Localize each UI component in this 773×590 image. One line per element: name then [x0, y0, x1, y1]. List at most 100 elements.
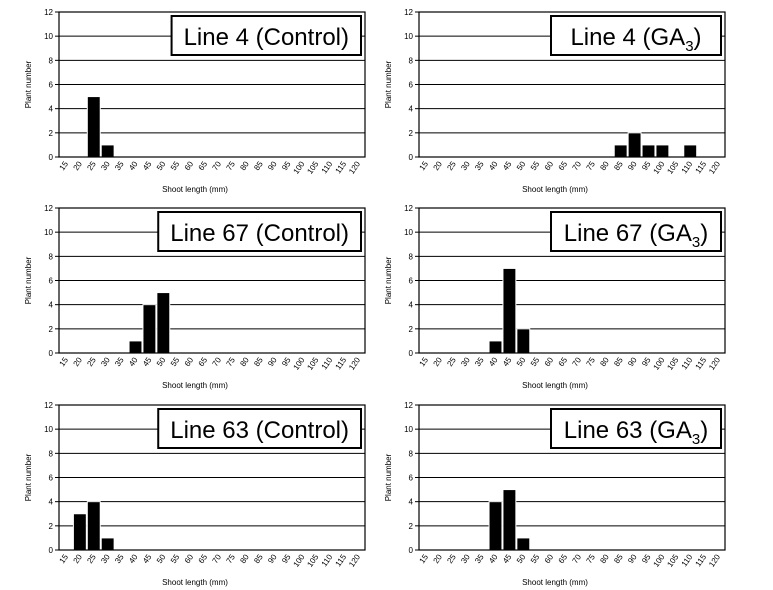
plot-frame: [418, 404, 726, 551]
x-tick-label: 25: [85, 355, 98, 368]
x-axis-label: Shoot length (mm): [522, 381, 588, 390]
x-tick-label: 55: [169, 159, 182, 172]
title-tail: ): [700, 220, 708, 247]
bar: [86, 96, 101, 158]
title-box-frame: [157, 408, 362, 449]
title-box: Line 63 (GA3): [550, 408, 722, 449]
x-tick-label: 15: [58, 159, 71, 172]
x-tick-label: 110: [680, 552, 695, 568]
x-tick-label: 65: [557, 552, 570, 565]
x-tick-label: 55: [169, 552, 182, 565]
x-tick-label: 20: [71, 159, 84, 172]
y-tick-label: 6: [409, 474, 414, 483]
x-tick-label: 105: [305, 159, 320, 176]
x-tick-label: 55: [169, 355, 182, 368]
y-tick-label: 0: [49, 153, 54, 162]
title-main: Line 63 (GA: [564, 417, 692, 444]
plot-frame: [58, 404, 366, 551]
x-tick-label: 25: [85, 159, 98, 172]
x-tick-label: 85: [612, 159, 625, 172]
y-axis-label: Plant number: [24, 453, 33, 501]
y-tick-label: 4: [409, 498, 414, 507]
chart-title: Line 63 (GA3): [564, 417, 708, 448]
bar: [641, 144, 656, 158]
y-tick-label: 2: [49, 129, 54, 138]
x-tick-label: 50: [155, 159, 168, 172]
x-tick-label: 115: [694, 552, 709, 568]
x-tick-label: 100: [291, 355, 306, 372]
x-tick-label: 50: [515, 159, 528, 172]
x-tick-label: 90: [626, 159, 639, 172]
x-tick-label: 75: [224, 552, 237, 565]
x-tick-label: 50: [515, 355, 528, 368]
x-tick-label: 45: [141, 552, 154, 565]
x-tick-label: 90: [266, 159, 279, 172]
x-tick-label: 110: [680, 159, 695, 175]
y-tick-label: 10: [44, 425, 53, 434]
y-tick-label: 8: [409, 449, 414, 458]
title-box-frame: [170, 15, 362, 56]
chart-panel: 0 2 4 6 8 10 12 15 20 25 30 35 40 45 50 55 60 65 70 75 80 85 9…: [384, 8, 726, 194]
y-tick-label: 0: [409, 349, 414, 358]
x-tick-label: 45: [501, 552, 514, 565]
y-tick-label: 12: [44, 401, 53, 410]
y-tick-label: 4: [49, 105, 54, 114]
y-tick-label: 6: [409, 81, 414, 90]
x-tick-label: 65: [557, 355, 570, 368]
x-tick-label: 55: [529, 552, 542, 565]
y-axis-label: Plant number: [384, 60, 393, 108]
plot-frame: [418, 11, 726, 158]
x-tick-label: 110: [680, 355, 695, 371]
title-box: Line 67 (Control): [157, 211, 362, 252]
y-axis-label: Plant number: [384, 453, 393, 501]
y-tick-label: 8: [49, 56, 54, 65]
x-tick-label: 85: [252, 355, 265, 368]
x-tick-label: 80: [598, 159, 611, 172]
y-tick-label: 0: [409, 153, 414, 162]
y-tick-label: 2: [49, 522, 54, 531]
bar: [683, 144, 698, 158]
x-axis-label: Shoot length (mm): [162, 578, 228, 587]
x-tick-label: 105: [305, 355, 320, 372]
x-tick-label: 45: [141, 159, 154, 172]
chart-title: Line 63 (Control): [170, 417, 349, 444]
x-tick-label: 40: [487, 355, 500, 368]
chart-panel: 0 2 4 6 8 10 12 15 20 25 30 35 40 45 50 55 60 65 70 75 80 85 9…: [384, 401, 726, 587]
x-tick-label: 70: [571, 355, 584, 368]
x-tick-label: 15: [418, 355, 431, 368]
x-tick-label: 90: [626, 355, 639, 368]
bar: [86, 501, 101, 551]
x-tick-label: 25: [85, 552, 98, 565]
bar: [128, 340, 143, 354]
x-tick-label: 110: [320, 355, 335, 371]
x-tick-label: 20: [71, 552, 84, 565]
x-tick-label: 55: [529, 159, 542, 172]
x-tick-label: 50: [155, 355, 168, 368]
bar: [502, 267, 517, 354]
x-tick-label: 30: [459, 159, 472, 172]
x-tick-label: 115: [334, 552, 349, 568]
x-tick-label: 70: [571, 552, 584, 565]
chart-title: Line 67 (Control): [170, 220, 349, 247]
x-axis-label: Shoot length (mm): [162, 185, 228, 194]
title-box-frame: [550, 15, 722, 56]
y-tick-label: 12: [404, 204, 413, 213]
x-tick-label: 65: [197, 159, 210, 172]
bar: [100, 144, 115, 158]
x-tick-label: 105: [665, 552, 680, 569]
y-axis-label: Plant number: [384, 256, 393, 304]
x-tick-label: 100: [651, 552, 666, 569]
x-axis-label: Shoot length (mm): [522, 185, 588, 194]
x-tick-label: 100: [291, 159, 306, 176]
chart-title: Line 67 (GA3): [564, 220, 708, 251]
x-tick-label: 85: [612, 552, 625, 565]
y-axis-label: Plant number: [24, 256, 33, 304]
y-tick-label: 2: [49, 325, 54, 334]
title-main: Line 67 (GA: [564, 220, 692, 247]
y-tick-label: 10: [44, 228, 53, 237]
plot-frame: [58, 207, 366, 354]
title-subscript: 3: [685, 38, 693, 55]
x-tick-label: 15: [58, 552, 71, 565]
x-tick-label: 30: [99, 159, 112, 172]
